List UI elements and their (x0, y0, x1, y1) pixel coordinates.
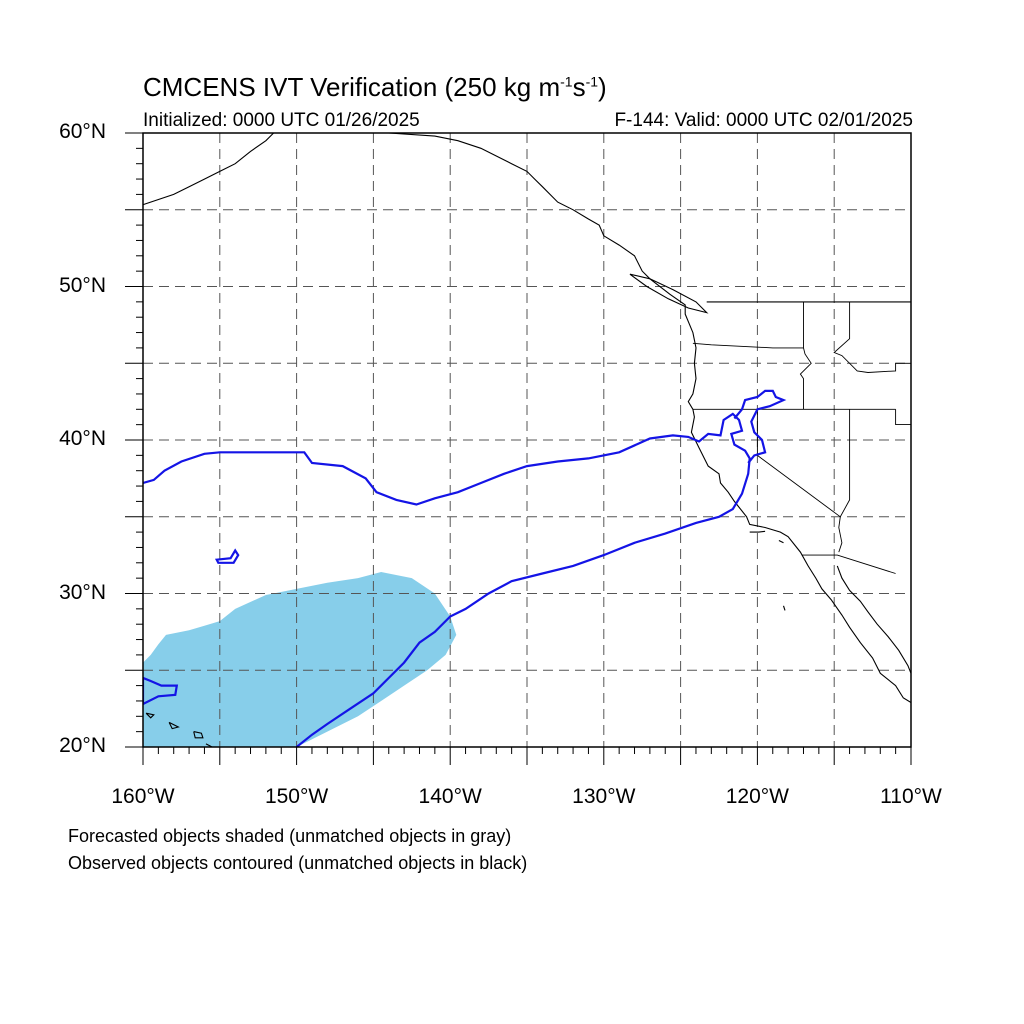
axis-ticks (125, 132, 912, 765)
state-boundary (895, 409, 911, 426)
valid-time-label: F-144: Valid: 0000 UTC 02/01/2025 (614, 110, 913, 131)
lat-tick-label: 60°N (59, 120, 106, 143)
island-outline (193, 731, 204, 739)
title-exponent-1: -1 (560, 73, 573, 90)
gridlines (143, 133, 911, 747)
state-boundary (801, 554, 896, 574)
observed-ivt-contour-small (214, 548, 240, 564)
state-boundary (838, 409, 851, 553)
observed-ivt-contour-main (143, 412, 751, 747)
state-boundary (692, 342, 804, 349)
lat-tick-label: 50°N (59, 273, 106, 297)
island-outline (145, 712, 155, 719)
island-outline (749, 530, 766, 533)
lon-tick-label: 140°W (418, 785, 482, 808)
island-outline (168, 721, 180, 730)
island-outline (205, 743, 215, 747)
title-text: CMCENS IVT Verification (250 kg m (143, 72, 561, 102)
chart-title: CMCENS IVT Verification (250 kg m-1s-1) (143, 72, 607, 103)
state-boundary (833, 301, 897, 373)
coastlines-and-borders (143, 133, 911, 747)
lon-tick-label: 160°W (111, 785, 175, 808)
gulf-of-california-coast (836, 565, 911, 674)
pacific-coastline (143, 133, 911, 703)
init-time-label: Initialized: 0000 UTC 01/26/2025 (143, 110, 420, 131)
lon-tick-label: 130°W (572, 785, 636, 808)
island-outline (778, 540, 784, 544)
vancouver-island-outline (629, 273, 709, 314)
title-exponent-2: -1 (585, 73, 599, 90)
lat-tick-label: 30°N (59, 580, 106, 604)
lat-tick-label: 40°N (59, 427, 106, 450)
title-text-close: ) (598, 72, 607, 102)
island-outline (782, 605, 786, 611)
observed-ivt-contour-inland (733, 389, 787, 464)
lat-tick-label: 20°N (59, 734, 106, 757)
title-text-mid: s (572, 72, 586, 102)
lon-tick-label: 120°W (725, 785, 790, 808)
footer-observed-note: Observed objects contoured (unmatched ob… (68, 853, 528, 873)
lon-tick-label: 150°W (264, 785, 329, 808)
plot-frame (142, 132, 912, 748)
observed-ivt-contour-hawaii (143, 676, 179, 706)
footer-forecast-note: Forecasted objects shaded (unmatched obj… (68, 826, 512, 846)
forecast-ivt-object (143, 572, 457, 747)
lon-tick-label: 110°W (880, 785, 942, 808)
